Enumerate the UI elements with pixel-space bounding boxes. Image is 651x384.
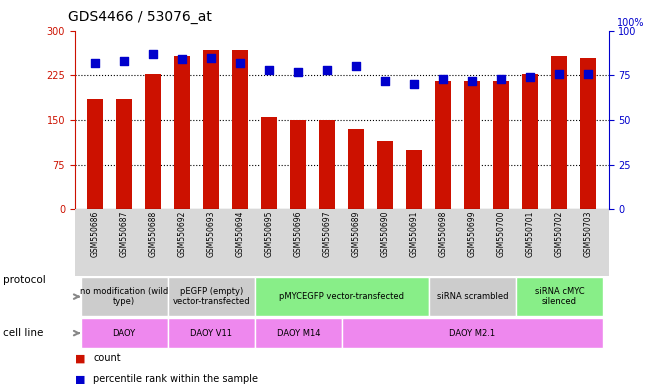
Text: GSM550690: GSM550690 xyxy=(381,211,390,257)
Bar xyxy=(319,120,335,209)
Text: GSM550695: GSM550695 xyxy=(265,211,273,257)
Text: GSM550701: GSM550701 xyxy=(526,211,535,257)
Bar xyxy=(290,120,306,209)
Text: GSM550694: GSM550694 xyxy=(236,211,245,257)
Point xyxy=(293,69,303,75)
Point xyxy=(380,78,391,84)
Point xyxy=(467,78,478,84)
Text: GSM550696: GSM550696 xyxy=(294,211,303,257)
Bar xyxy=(174,56,190,209)
Bar xyxy=(81,277,168,316)
Text: GSM550699: GSM550699 xyxy=(468,211,477,257)
Bar xyxy=(232,50,248,209)
Bar xyxy=(145,74,161,209)
Text: GSM550697: GSM550697 xyxy=(323,211,332,257)
Text: DAOY: DAOY xyxy=(113,329,136,338)
Text: ■: ■ xyxy=(75,353,85,363)
Text: GSM550689: GSM550689 xyxy=(352,211,361,257)
Point xyxy=(148,51,158,57)
Point xyxy=(409,81,419,88)
Text: cell line: cell line xyxy=(3,328,44,338)
Point xyxy=(119,58,130,64)
Bar xyxy=(378,141,393,209)
Text: ■: ■ xyxy=(75,374,85,384)
Text: GSM550686: GSM550686 xyxy=(90,211,100,257)
Point xyxy=(177,56,187,62)
Point xyxy=(322,67,333,73)
Bar xyxy=(87,99,103,209)
Text: count: count xyxy=(93,353,120,363)
Text: GDS4466 / 53076_at: GDS4466 / 53076_at xyxy=(68,10,212,23)
Bar xyxy=(436,81,451,209)
Text: pMYCEGFP vector-transfected: pMYCEGFP vector-transfected xyxy=(279,292,404,301)
Text: DAOY M2.1: DAOY M2.1 xyxy=(449,329,495,338)
Point xyxy=(583,71,594,77)
Bar xyxy=(342,318,603,348)
Text: no modification (wild
type): no modification (wild type) xyxy=(80,287,169,306)
Text: GSM550702: GSM550702 xyxy=(555,211,564,257)
Point xyxy=(438,76,449,82)
Point xyxy=(351,63,361,70)
Text: GSM550691: GSM550691 xyxy=(410,211,419,257)
Text: DAOY M14: DAOY M14 xyxy=(277,329,320,338)
Bar xyxy=(261,117,277,209)
Bar xyxy=(406,150,422,209)
Text: protocol: protocol xyxy=(3,275,46,285)
Bar xyxy=(81,318,168,348)
Bar xyxy=(581,58,596,209)
Bar xyxy=(255,277,429,316)
Bar xyxy=(493,81,509,209)
Bar xyxy=(168,277,255,316)
Text: 100%: 100% xyxy=(617,18,644,28)
Point xyxy=(235,60,245,66)
Bar xyxy=(348,129,365,209)
Bar xyxy=(429,277,516,316)
Point xyxy=(525,74,536,80)
Bar xyxy=(464,81,480,209)
Bar xyxy=(255,318,342,348)
Bar xyxy=(516,277,603,316)
Text: GSM550700: GSM550700 xyxy=(497,211,506,257)
Text: siRNA scrambled: siRNA scrambled xyxy=(437,292,508,301)
Bar xyxy=(203,50,219,209)
Text: percentile rank within the sample: percentile rank within the sample xyxy=(93,374,258,384)
Text: GSM550687: GSM550687 xyxy=(120,211,129,257)
Text: siRNA cMYC
silenced: siRNA cMYC silenced xyxy=(534,287,584,306)
Point xyxy=(554,71,564,77)
Bar xyxy=(551,56,567,209)
Text: GSM550698: GSM550698 xyxy=(439,211,448,257)
Text: GSM550688: GSM550688 xyxy=(148,211,158,257)
Bar xyxy=(117,99,132,209)
Bar xyxy=(522,74,538,209)
Text: GSM550693: GSM550693 xyxy=(207,211,215,257)
Point xyxy=(90,60,100,66)
Point xyxy=(264,67,275,73)
Bar xyxy=(168,318,255,348)
Text: pEGFP (empty)
vector-transfected: pEGFP (empty) vector-transfected xyxy=(173,287,250,306)
Text: GSM550692: GSM550692 xyxy=(178,211,187,257)
Point xyxy=(496,76,506,82)
Text: DAOY V11: DAOY V11 xyxy=(190,329,232,338)
Point xyxy=(206,55,216,61)
Text: GSM550703: GSM550703 xyxy=(584,211,593,257)
